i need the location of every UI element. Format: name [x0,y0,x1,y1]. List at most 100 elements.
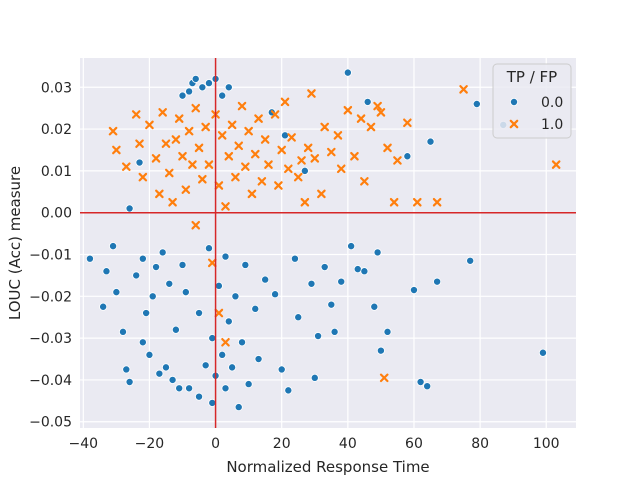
x-tick-label: 80 [471,436,489,452]
data-point-tp [254,355,263,364]
data-point-tp [195,309,204,318]
data-point-fp [168,197,177,207]
data-point-tp [426,137,435,146]
data-point-tp [343,68,352,77]
data-point-tp [142,309,151,318]
data-point-fp [250,149,260,159]
data-point-tp [204,79,213,88]
x-tick-label: 20 [273,436,291,452]
data-point-tp [538,348,547,357]
data-point-fp [403,118,412,128]
data-point-fp [366,122,376,132]
x-tick-label: −20 [135,436,165,452]
y-tick-label: 0.02 [41,122,72,138]
data-point-tp [294,313,303,322]
data-point-tp [271,290,280,299]
data-point-tp [178,91,187,100]
data-point-tp [161,363,170,372]
data-point-tp [433,277,442,286]
data-point-fp [389,197,399,207]
data-point-tp [241,260,250,269]
data-point-fp [320,122,329,132]
data-point-tp [145,350,154,359]
data-point-fp [376,108,386,117]
data-point-fp [393,156,402,165]
data-point-tp [178,260,187,269]
data-point-fp [287,133,296,142]
data-point-tp [191,74,200,83]
y-tick-label: −0.01 [29,247,72,263]
data-point-fp [264,160,273,169]
data-point-fp [207,258,217,268]
data-point-tp [347,242,356,251]
x-tick-label: 100 [533,436,560,452]
data-point-tp [218,91,227,100]
data-point-fp [227,120,237,130]
data-point-tp [102,267,111,276]
data-point-tp [327,300,336,309]
data-point-fp [270,110,280,119]
data-point-fp [343,105,353,115]
data-point-fp [412,197,422,207]
data-point-fp [131,110,141,119]
y-tick-label: −0.05 [29,415,72,431]
data-point-tp [466,256,475,265]
legend-box [492,63,572,139]
data-point-fp [224,151,234,161]
data-point-tp [373,248,382,257]
data-point-fp [221,202,230,211]
data-point-fp [284,164,293,174]
data-point-tp [181,288,190,297]
data-point-tp [208,334,217,343]
data-point-tp [138,254,147,263]
data-point-tp [175,384,184,393]
data-point-fp [204,160,214,169]
data-point-tp [472,99,481,108]
data-point-fp [307,89,316,98]
data-point-fp [234,141,244,151]
data-point-tp [221,384,230,393]
data-point-tp [109,242,118,251]
data-point-tp [122,365,131,374]
data-point-tp [185,87,194,96]
data-point-tp [281,131,290,140]
data-point-tp [135,158,144,167]
x-tick-label: 60 [405,436,423,452]
data-point-tp [261,275,270,284]
y-tick-label: 0.03 [41,80,72,96]
data-point-fp [277,145,287,155]
data-point-tp [165,279,174,288]
data-point-fp [260,135,270,144]
data-point-fp [247,189,257,199]
data-point-fp [237,101,247,111]
data-point-fp [201,122,210,132]
y-tick-label: −0.02 [29,289,72,305]
data-point-tp [201,361,210,370]
data-point-tp [234,403,243,412]
data-point-fp [188,160,197,169]
legend-title: TP / FP [506,68,557,86]
data-point-fp [174,114,184,123]
data-point-fp [300,197,310,207]
data-point-tp [112,288,121,297]
legend-label: 0.0 [541,95,563,111]
data-point-fp [459,85,468,94]
data-point-fp [333,131,343,140]
data-point-tp [231,292,240,301]
data-point-tp [337,277,346,286]
data-point-tp [125,204,134,213]
data-point-tp [118,327,127,336]
data-point-tp [99,302,108,311]
data-point-tp [148,292,157,301]
data-point-fp [257,177,267,186]
data-point-fp [244,126,253,136]
data-point-tp [125,378,134,387]
data-point-fp [112,145,121,155]
data-point-fp [379,373,389,383]
data-point-fp [164,168,174,178]
data-point-tp [370,302,379,311]
data-point-fp [121,162,131,172]
data-point-fp [198,174,207,184]
legend-marker-x [509,119,519,129]
